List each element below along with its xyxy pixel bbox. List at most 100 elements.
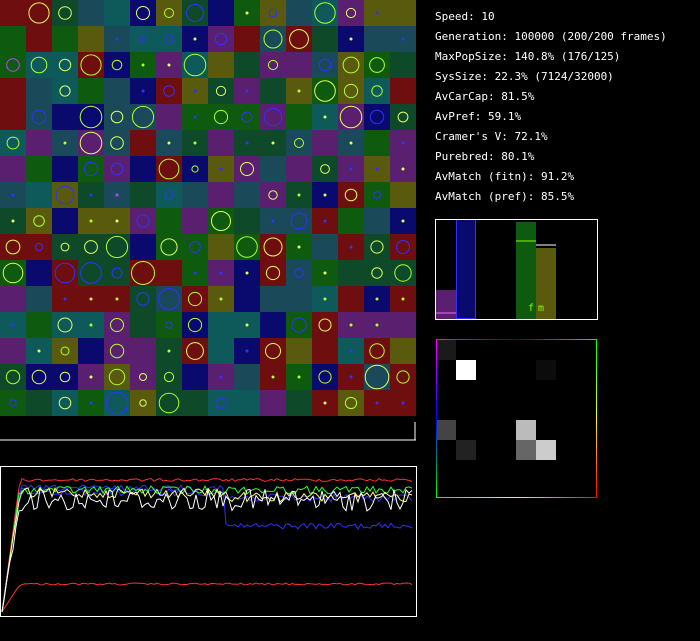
individual (131, 261, 155, 285)
cell (26, 130, 52, 156)
cell (130, 26, 156, 52)
cell (156, 182, 182, 208)
cell (0, 52, 26, 78)
individual (63, 297, 67, 301)
cell (130, 208, 156, 234)
cell (208, 338, 234, 364)
individual (191, 165, 199, 173)
individual (158, 392, 180, 414)
cell (364, 104, 390, 130)
cell (26, 364, 52, 390)
individual (193, 115, 197, 119)
individual (110, 162, 124, 176)
cell (234, 156, 260, 182)
cell (364, 182, 390, 208)
cell (312, 52, 338, 78)
cell (234, 208, 260, 234)
individual (268, 190, 278, 200)
individual (271, 141, 275, 145)
cell (182, 364, 208, 390)
cell (26, 26, 52, 52)
individual (245, 349, 249, 353)
cell (312, 338, 338, 364)
individual (165, 321, 173, 329)
individual (79, 105, 103, 129)
individual (186, 342, 204, 360)
cell (52, 390, 78, 416)
individual (290, 212, 308, 230)
individual (11, 323, 15, 327)
individual (193, 271, 197, 275)
cell (390, 312, 416, 338)
cell (286, 260, 312, 286)
individual (291, 317, 307, 333)
individual (297, 193, 301, 197)
individual (369, 57, 385, 73)
individual (396, 240, 410, 254)
cell (286, 208, 312, 234)
individual (89, 219, 93, 223)
cell (0, 338, 26, 364)
cell (456, 440, 476, 460)
cell (26, 312, 52, 338)
individual (297, 89, 301, 93)
cell (182, 182, 208, 208)
cell (390, 260, 416, 286)
cell (312, 234, 338, 260)
individual (58, 58, 72, 72)
bar (516, 222, 536, 319)
individual (349, 167, 353, 171)
cell (104, 364, 130, 390)
cell (286, 286, 312, 312)
cell (234, 52, 260, 78)
cell (286, 390, 312, 416)
cell (364, 208, 390, 234)
individual (59, 371, 71, 383)
cell (338, 260, 364, 286)
cell (312, 364, 338, 390)
cell (52, 52, 78, 78)
stats: Speed: 10 Generation: 100000 (200/200 fra… (435, 10, 667, 203)
individual (2, 262, 24, 284)
individual (89, 401, 93, 405)
cell (104, 390, 130, 416)
cell (516, 420, 536, 440)
cell (390, 0, 416, 26)
cell (156, 104, 182, 130)
cell (390, 182, 416, 208)
cell (26, 390, 52, 416)
individual (105, 391, 129, 415)
cell (182, 286, 208, 312)
cell (286, 338, 312, 364)
cell (104, 260, 130, 286)
stat-line: AvPref: 59.1% (435, 110, 521, 123)
cell (208, 390, 234, 416)
individual (323, 219, 327, 223)
cell (516, 440, 536, 460)
bar (436, 290, 456, 319)
individual (314, 2, 336, 24)
individual (364, 364, 390, 390)
individual (80, 54, 102, 76)
cell (0, 104, 26, 130)
individual (115, 219, 119, 223)
individual (294, 138, 304, 148)
cell (0, 78, 26, 104)
individual (211, 211, 231, 231)
cell (130, 104, 156, 130)
individual (219, 297, 223, 301)
individual (401, 167, 405, 171)
cell (390, 234, 416, 260)
individual (349, 141, 353, 145)
individual (396, 370, 410, 384)
cell (78, 78, 104, 104)
cell (286, 156, 312, 182)
cell (182, 312, 208, 338)
bar-label: f (528, 303, 534, 314)
cell (52, 234, 78, 260)
individual (271, 219, 275, 223)
cell (78, 0, 104, 26)
cell (130, 364, 156, 390)
cell (104, 234, 130, 260)
individual (318, 318, 332, 332)
